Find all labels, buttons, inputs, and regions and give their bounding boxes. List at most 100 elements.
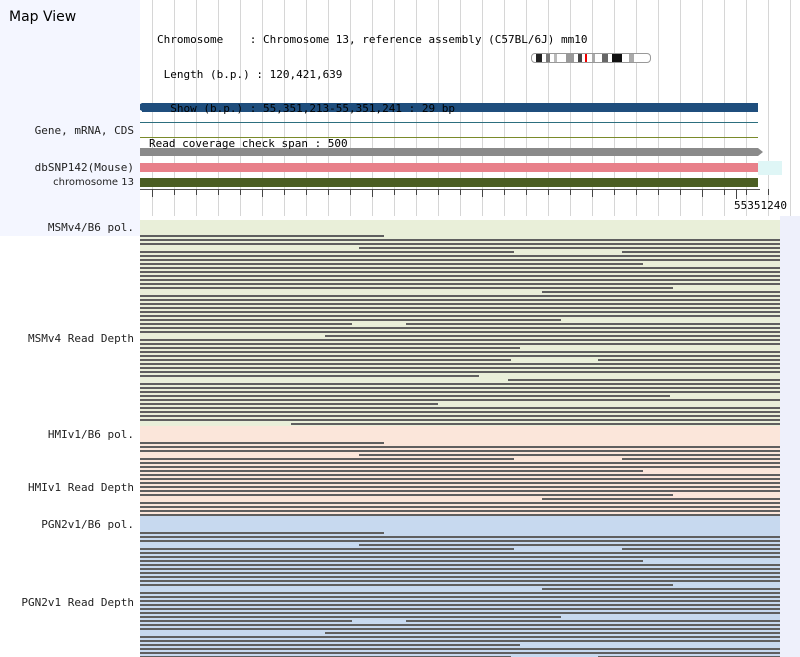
pgn-read	[140, 572, 800, 574]
track-label-hmi-pol: HMIv1/B6 pol.	[47, 428, 134, 441]
hmi-read	[140, 450, 800, 452]
msm-read	[140, 259, 800, 261]
axis-tick	[592, 189, 593, 197]
msm-gap	[514, 251, 622, 253]
msm-read	[140, 395, 800, 397]
axis-tick	[482, 189, 483, 197]
pgn-read	[140, 540, 800, 542]
track-label-hmi-depth: HMIv1 Read Depth	[28, 481, 134, 494]
pgn-read	[140, 556, 800, 558]
msm-read	[140, 407, 800, 409]
msm-read	[140, 371, 800, 373]
chromosome-ideogram[interactable]	[531, 53, 651, 63]
msm-read	[140, 383, 800, 385]
pgn-read	[140, 576, 800, 578]
msm-read	[140, 303, 800, 305]
hmi-read	[140, 502, 800, 504]
msm-gap	[670, 395, 790, 397]
msm-read	[140, 323, 800, 325]
pgn-read	[140, 624, 800, 626]
msm-read	[140, 255, 800, 257]
hmi-read	[140, 486, 800, 488]
cds-line[interactable]	[140, 137, 758, 138]
mrna-line[interactable]	[140, 122, 758, 123]
hmi-read	[140, 506, 800, 508]
axis-tick	[350, 189, 351, 195]
page-title: Map View	[9, 9, 77, 25]
axis-tick	[152, 189, 153, 197]
axis-tick	[372, 189, 373, 197]
msm-read	[140, 403, 438, 405]
gray-feature-bar[interactable]	[140, 148, 758, 156]
hmi-read	[140, 446, 800, 448]
pgn-gap	[673, 584, 800, 586]
gray-arrow-right-icon	[758, 148, 763, 156]
axis-tick	[548, 189, 549, 195]
chromosome-info: Chromosome : Chromosome 13, reference as…	[157, 33, 588, 46]
msm-read	[140, 415, 800, 417]
axis-tick	[746, 189, 747, 195]
msm-read	[140, 243, 800, 245]
axis-tick	[284, 189, 285, 195]
msm-read	[542, 291, 800, 293]
msm-read	[140, 363, 800, 365]
gene-bar[interactable]	[142, 103, 758, 112]
pgn-read	[140, 628, 800, 630]
msm-read	[140, 311, 800, 313]
hmi-read	[140, 494, 800, 496]
pgn-read	[140, 568, 800, 570]
msm-read	[140, 359, 800, 361]
pgn-read	[140, 608, 800, 610]
msm-read	[140, 351, 800, 353]
axis-tick	[570, 189, 571, 195]
dbsnp-bar[interactable]	[140, 163, 758, 172]
pgn-read	[140, 652, 800, 654]
msm-read	[140, 283, 800, 285]
show-range-info: Show (b.p.) : 55,351,213-55,351,241 : 29…	[157, 102, 456, 115]
msm-read	[140, 307, 800, 309]
axis-tick	[416, 189, 417, 195]
hmi-read	[140, 514, 800, 516]
axis-tick	[636, 189, 637, 195]
pgn-read	[140, 592, 800, 594]
pgn-read	[140, 620, 800, 622]
pgn-read	[140, 616, 561, 618]
msm-read	[140, 275, 800, 277]
msm-read	[140, 411, 800, 413]
plot-area[interactable]	[140, 0, 800, 657]
track-label-msm-pol: MSMv4/B6 pol.	[47, 221, 134, 234]
axis-tick	[174, 189, 175, 195]
track-label-gene: Gene, mRNA, CDS	[34, 124, 134, 137]
axis-tick	[438, 189, 439, 195]
msm-read	[140, 327, 800, 329]
msm-read	[140, 315, 800, 317]
hmi-read	[140, 442, 384, 444]
pgn-gap	[352, 620, 406, 622]
msm-read	[140, 263, 643, 265]
axis-tick	[614, 189, 615, 195]
chromosome-bar[interactable]	[140, 178, 758, 187]
msm-read	[140, 367, 800, 369]
track-label-pgn-depth: PGN2v1 Read Depth	[21, 596, 134, 609]
track-label-chromosome: chromosome 13	[53, 177, 134, 188]
msm-read	[140, 267, 800, 269]
pgn-read	[140, 648, 800, 650]
msm-read	[140, 319, 561, 321]
pgn-read	[140, 584, 800, 586]
msm-read	[508, 379, 800, 381]
hmi-read	[542, 498, 800, 500]
hmi-read	[359, 454, 800, 456]
msm-read	[140, 339, 800, 341]
msm-read	[140, 239, 800, 241]
msm-read	[291, 423, 800, 425]
hmi-gap	[673, 494, 800, 496]
msm-gap	[673, 287, 800, 289]
pgn-read	[140, 600, 800, 602]
coverage-span-info: Read coverage check span : 500	[149, 136, 348, 150]
msm-read	[359, 247, 800, 249]
msm-read	[140, 251, 800, 253]
right-margin-strip	[780, 216, 800, 657]
axis-end-tick	[736, 189, 737, 199]
hmi-read	[140, 458, 800, 460]
track-label-dbsnp: dbSNP142(Mouse)	[34, 161, 134, 174]
